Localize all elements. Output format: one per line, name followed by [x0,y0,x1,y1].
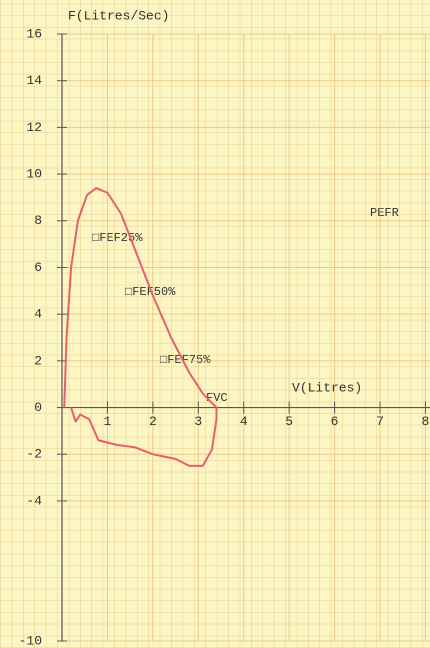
x-tick-label: 7 [376,414,384,429]
x-tick-label: 1 [104,414,112,429]
y-tick-label: 8 [34,213,42,228]
x-axis-label: V(Litres) [292,380,362,395]
x-tick-label: 8 [422,414,430,429]
y-tick-label: 4 [34,307,42,322]
annotation: FVC [206,391,228,405]
y-tick-label: 10 [26,167,42,182]
y-tick-label: 2 [34,353,42,368]
y-tick-label: -10 [19,633,42,648]
y-tick-label: -2 [26,447,42,462]
x-tick-label: 5 [285,414,293,429]
x-tick-label: 3 [194,414,202,429]
x-tick-label: 6 [331,414,339,429]
y-tick-label: 0 [34,400,42,415]
y-tick-label: 12 [26,120,42,135]
y-tick-label: 6 [34,260,42,275]
y-tick-label: 14 [26,73,42,88]
annotation: PEFR [370,206,399,220]
x-tick-label: 2 [149,414,157,429]
flow-volume-loop [63,187,218,467]
annotation: □FEF25% [92,231,143,245]
y-tick-label: -4 [26,493,42,508]
x-tick-label: 4 [240,414,248,429]
y-tick-label: 16 [26,26,42,41]
y-axis-label: F(Litres/Sec) [68,8,169,23]
